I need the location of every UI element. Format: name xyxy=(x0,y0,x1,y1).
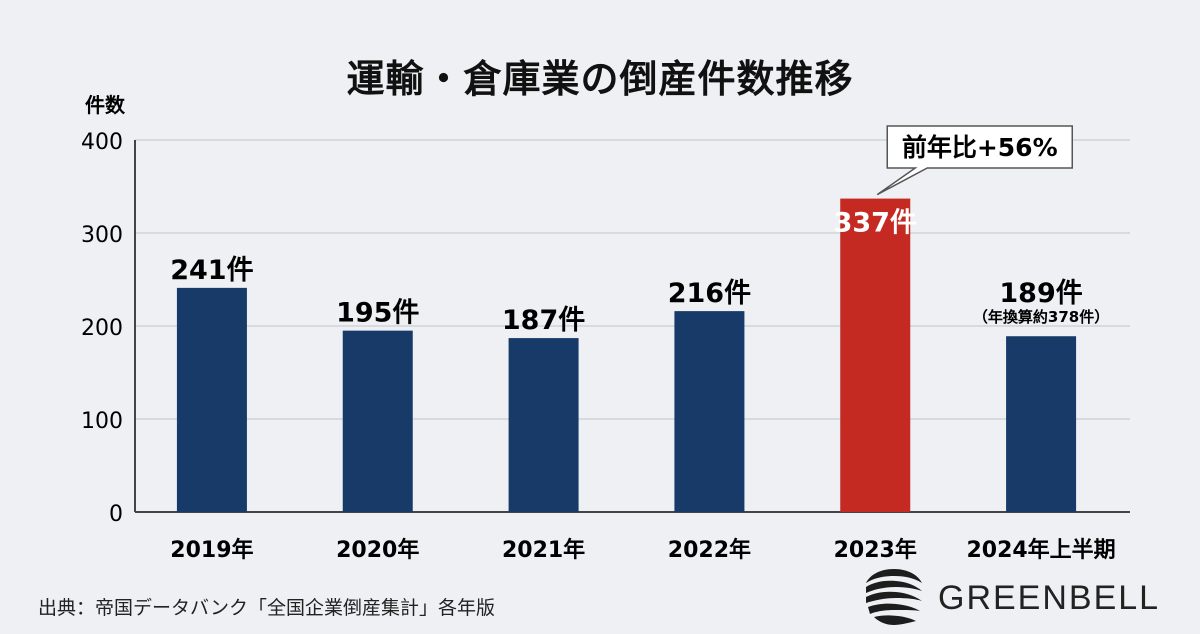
annotation-text: （年換算約378件） xyxy=(973,308,1109,326)
bar xyxy=(674,311,745,512)
x-tick-label: 2023年 xyxy=(834,537,917,563)
y-tick-label: 300 xyxy=(81,223,123,248)
brand: GREENBELL xyxy=(860,565,1190,629)
y-tick-label: 100 xyxy=(81,409,123,434)
callout-bubble xyxy=(876,125,1073,196)
bar xyxy=(176,287,247,512)
x-tick-label: 2022年 xyxy=(668,537,751,563)
y-axis-label: 件数 xyxy=(85,93,126,117)
bar xyxy=(1006,336,1077,512)
x-tick-label: 2024年上半期 xyxy=(966,537,1115,563)
bar xyxy=(342,330,413,512)
bar-chart: 件数 0 100 200 300 400 2019年 241件 2020年 195件 2021年 18… xyxy=(81,93,1130,563)
chart-title: 運輸・倉庫業の倒産件数推移 xyxy=(346,57,854,101)
callout-text: 前年比+56% xyxy=(902,133,1058,162)
data-label: 241件 xyxy=(170,255,253,286)
source-note: 出典：帝国データバンク「全国企業倒産集計」各年版 xyxy=(38,597,495,619)
data-label: 216件 xyxy=(668,278,751,309)
bar xyxy=(840,198,911,512)
brand-name: GREENBELL xyxy=(938,579,1161,617)
data-label: 195件 xyxy=(336,298,419,329)
y-tick-label: 200 xyxy=(81,316,123,341)
bar xyxy=(508,338,579,512)
x-tick-label: 2021年 xyxy=(502,537,585,563)
data-label: 337件 xyxy=(834,208,917,239)
data-label: 189件 xyxy=(999,278,1082,309)
data-label: 187件 xyxy=(502,305,585,336)
x-tick-label: 2019年 xyxy=(170,537,253,563)
y-tick-label: 400 xyxy=(81,130,123,155)
y-tick-label: 0 xyxy=(109,502,123,527)
greenbell-logo-icon xyxy=(866,569,922,625)
x-tick-label: 2020年 xyxy=(336,537,419,563)
